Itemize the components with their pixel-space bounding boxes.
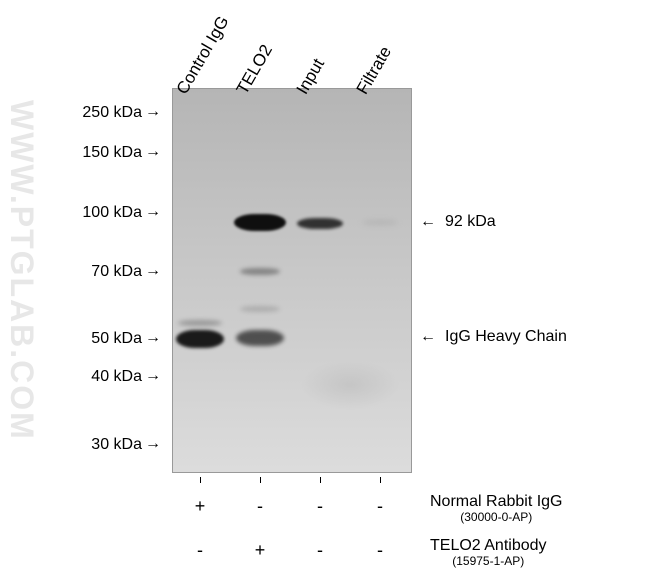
marker-arrow-icon: → xyxy=(145,204,161,220)
band xyxy=(362,220,398,225)
condition-sign: + xyxy=(190,497,210,515)
marker-arrow-icon: → xyxy=(145,144,161,160)
band xyxy=(178,320,222,326)
figure-container: WWW.PTGLAB.COM 250 kDa→150 kDa→100 kDa→7… xyxy=(0,0,650,587)
condition-label: TELO2 Antibody(15975-1-AP) xyxy=(430,537,547,568)
blot-smudge xyxy=(300,360,400,410)
condition-sign: + xyxy=(250,541,270,559)
right-arrow-icon: ← xyxy=(420,329,436,345)
condition-sign: - xyxy=(370,497,390,515)
marker-label: 150 kDa xyxy=(62,145,142,161)
marker-label: 250 kDa xyxy=(62,105,142,121)
marker-label: 30 kDa xyxy=(62,437,142,453)
condition-label-sub: (30000-0-AP) xyxy=(430,511,563,524)
blot-region xyxy=(172,88,412,473)
condition-label: Normal Rabbit IgG(30000-0-AP) xyxy=(430,493,563,524)
condition-sign: - xyxy=(310,497,330,515)
band xyxy=(240,268,280,275)
marker-arrow-icon: → xyxy=(145,330,161,346)
condition-sign: - xyxy=(310,541,330,559)
condition-sign: - xyxy=(190,541,210,559)
marker-label: 50 kDa xyxy=(62,331,142,347)
band xyxy=(297,218,343,229)
marker-arrow-icon: → xyxy=(145,263,161,279)
right-annotation-label: 92 kDa xyxy=(445,214,496,230)
band xyxy=(234,214,286,231)
condition-label-main: Normal Rabbit IgG xyxy=(430,493,563,510)
marker-arrow-icon: → xyxy=(145,104,161,120)
band xyxy=(236,330,284,346)
condition-sign: - xyxy=(370,541,390,559)
condition-sign: - xyxy=(250,497,270,515)
band xyxy=(176,330,224,348)
right-annotation-label: IgG Heavy Chain xyxy=(445,329,567,345)
band xyxy=(240,306,280,312)
watermark-text: WWW.PTGLAB.COM xyxy=(3,100,40,441)
condition-label-main: TELO2 Antibody xyxy=(430,537,547,554)
marker-label: 70 kDa xyxy=(62,264,142,280)
lane-tick xyxy=(380,477,381,483)
lane-tick xyxy=(200,477,201,483)
marker-label: 100 kDa xyxy=(62,205,142,221)
marker-label: 40 kDa xyxy=(62,369,142,385)
lane-tick xyxy=(320,477,321,483)
marker-arrow-icon: → xyxy=(145,368,161,384)
marker-arrow-icon: → xyxy=(145,436,161,452)
condition-label-sub: (15975-1-AP) xyxy=(430,555,547,568)
lane-tick xyxy=(260,477,261,483)
lane-label: Control IgG xyxy=(173,13,234,98)
right-arrow-icon: ← xyxy=(420,214,436,230)
